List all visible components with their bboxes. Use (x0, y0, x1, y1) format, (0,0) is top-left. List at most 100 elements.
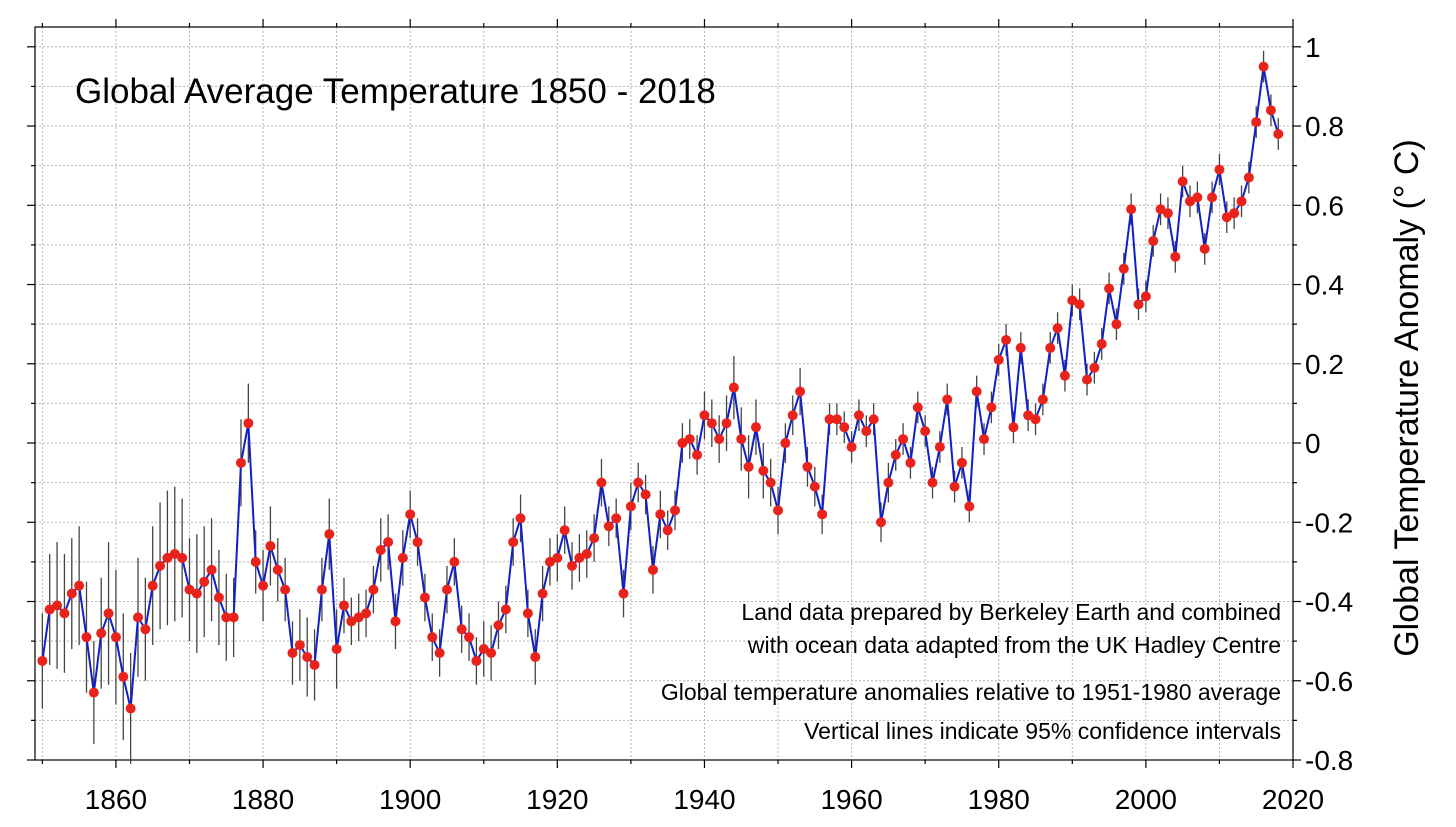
data-point (383, 537, 394, 548)
y-axis-ticks: 1 0.8 0.6 0.4 0.2 0 -0.2 -0.4 -0.6 -0.8 (27, 32, 1353, 776)
data-point (581, 548, 592, 559)
data-point (478, 644, 489, 655)
data-point (456, 624, 467, 635)
data-point (140, 624, 151, 635)
x-tick-label: 1980 (968, 784, 1030, 815)
x-tick-label: 2000 (1115, 784, 1177, 815)
data-point (1207, 192, 1218, 203)
data-point (199, 576, 210, 587)
data-point (912, 402, 923, 413)
data-point (1243, 172, 1254, 183)
data-point (155, 560, 166, 571)
data-point (677, 438, 688, 449)
y-tick-label: 0.4 (1305, 270, 1344, 301)
data-point (942, 394, 953, 405)
data-point (74, 580, 85, 591)
data-point (692, 449, 703, 460)
data-point (559, 525, 570, 536)
data-point (375, 545, 386, 556)
data-point (1126, 204, 1137, 215)
data-point (1192, 192, 1203, 203)
data-point (1265, 105, 1276, 116)
data-point (66, 588, 77, 599)
data-point (743, 461, 754, 472)
data-point (177, 552, 188, 563)
data-point (1258, 61, 1269, 72)
data-point (44, 604, 55, 615)
data-point (1089, 362, 1100, 373)
data-point (567, 560, 578, 571)
data-point (1185, 196, 1196, 207)
data-point (125, 703, 136, 714)
data-point (191, 588, 202, 599)
plot-frame (34, 26, 1294, 761)
data-point (272, 564, 283, 575)
data-point (758, 465, 769, 476)
data-point (1104, 283, 1115, 294)
data-point (780, 438, 791, 449)
data-point (464, 632, 475, 643)
data-point (206, 564, 217, 575)
data-point (993, 354, 1004, 365)
data-point (1199, 243, 1210, 254)
data-point (1273, 128, 1284, 139)
data-point (633, 477, 644, 488)
data-point (721, 418, 732, 429)
data-point (434, 648, 445, 659)
data-point (309, 659, 320, 670)
data-point (934, 441, 945, 452)
data-point (250, 556, 261, 567)
data-point (522, 608, 533, 619)
data-point (1148, 235, 1159, 246)
data-point (1023, 410, 1034, 421)
y-tick-label: -0.4 (1305, 587, 1353, 618)
data-point (684, 434, 695, 445)
data-point (368, 584, 379, 595)
y-tick-label: -0.8 (1305, 745, 1353, 776)
data-point (868, 414, 879, 425)
data-point (861, 426, 872, 437)
y-tick-label: -0.6 (1305, 666, 1353, 697)
data-point (1111, 319, 1122, 330)
y-tick-label: 1 (1305, 32, 1321, 63)
data-point (809, 481, 820, 492)
annotation-line-3: Global temperature anomalies relative to… (661, 679, 1281, 705)
data-point (670, 505, 681, 516)
y-tick-label: 0.6 (1305, 190, 1344, 221)
data-point (419, 592, 430, 603)
annotation-line-4: Vertical lines indicate 95% confidence i… (804, 718, 1281, 744)
data-point (471, 655, 482, 666)
data-point (1133, 299, 1144, 310)
data-point (1030, 414, 1041, 425)
data-point (169, 548, 180, 559)
y-tick-label: 0 (1305, 428, 1321, 459)
data-point (544, 556, 555, 567)
data-point (1177, 176, 1188, 187)
data-point (1045, 342, 1056, 353)
data-point (1236, 196, 1247, 207)
data-point (927, 477, 938, 488)
data-point (662, 525, 673, 536)
data-point (118, 671, 129, 682)
data-point (81, 632, 92, 643)
data-point (979, 434, 990, 445)
data-point (1096, 338, 1107, 349)
data-point (699, 410, 710, 421)
data-point (235, 457, 246, 468)
data-point (1221, 212, 1232, 223)
data-point (898, 434, 909, 445)
data-point (714, 434, 725, 445)
data-point (346, 616, 357, 627)
data-point (88, 687, 99, 698)
data-point (1251, 117, 1262, 128)
data-point (324, 529, 335, 540)
data-point (596, 477, 607, 488)
data-point (956, 457, 967, 468)
data-point (846, 441, 857, 452)
data-point (96, 628, 107, 639)
data-point (213, 592, 224, 603)
x-axis-ticks: 1860 1880 1900 1920 1940 1960 1980 2000 2020 (41, 19, 1324, 815)
data-point (221, 612, 232, 623)
y-tick-label: -0.2 (1305, 507, 1353, 538)
